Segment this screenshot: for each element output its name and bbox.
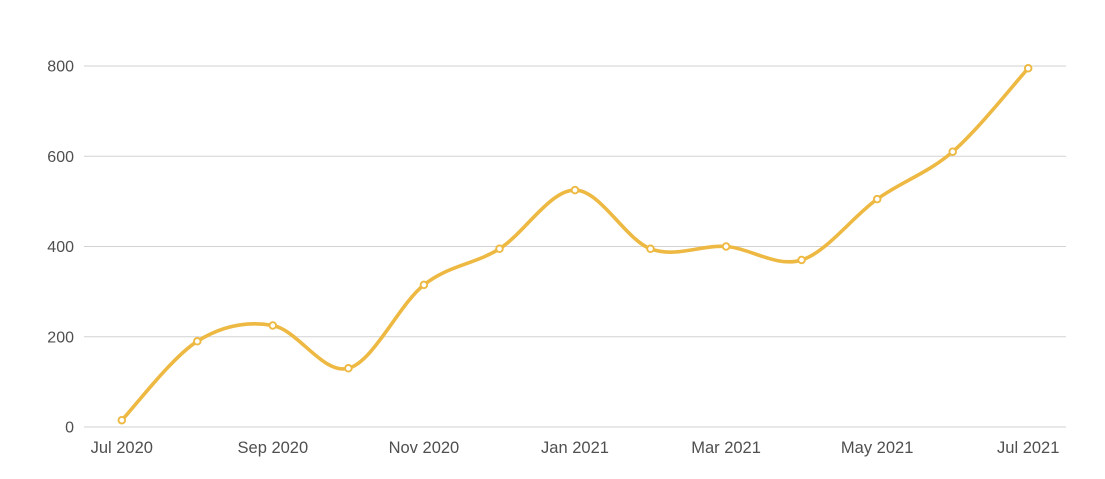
data-point-marker[interactable] (872, 194, 882, 204)
data-point-marker[interactable] (419, 280, 429, 290)
series-line (120, 66, 1030, 422)
data-point-marker[interactable] (344, 364, 353, 373)
x-axis-tick-label: Jan 2021 (541, 439, 609, 457)
data-point-marker[interactable] (797, 255, 806, 265)
x-axis-tick-label: Jul 2020 (91, 439, 153, 457)
y-axis-tick-label: 800 (47, 59, 74, 76)
data-point-marker[interactable] (646, 244, 655, 254)
x-axis-tick-label: May 2021 (841, 439, 913, 457)
data-point-marker[interactable] (193, 337, 202, 346)
x-axis-tick-label: Mar 2021 (691, 439, 761, 457)
y-axis-tick-label: 0 (65, 420, 74, 437)
data-point-marker[interactable] (495, 244, 504, 254)
y-axis-tick-label: 600 (47, 149, 74, 166)
data-point-marker[interactable] (948, 147, 957, 156)
data-point-marker[interactable] (117, 415, 127, 425)
data-point-marker[interactable] (268, 321, 278, 330)
y-axis-tick-label: 400 (47, 239, 74, 256)
x-axis-tick-label: Nov 2020 (389, 439, 460, 457)
x-axis-tick-label: Jul 2021 (997, 439, 1059, 457)
data-point-marker[interactable] (721, 242, 731, 251)
data-point-marker[interactable] (1023, 64, 1033, 73)
y-axis-tick-label: 200 (47, 329, 74, 346)
data-point-marker[interactable] (570, 185, 580, 195)
x-axis-tick-label: Sep 2020 (238, 439, 309, 457)
